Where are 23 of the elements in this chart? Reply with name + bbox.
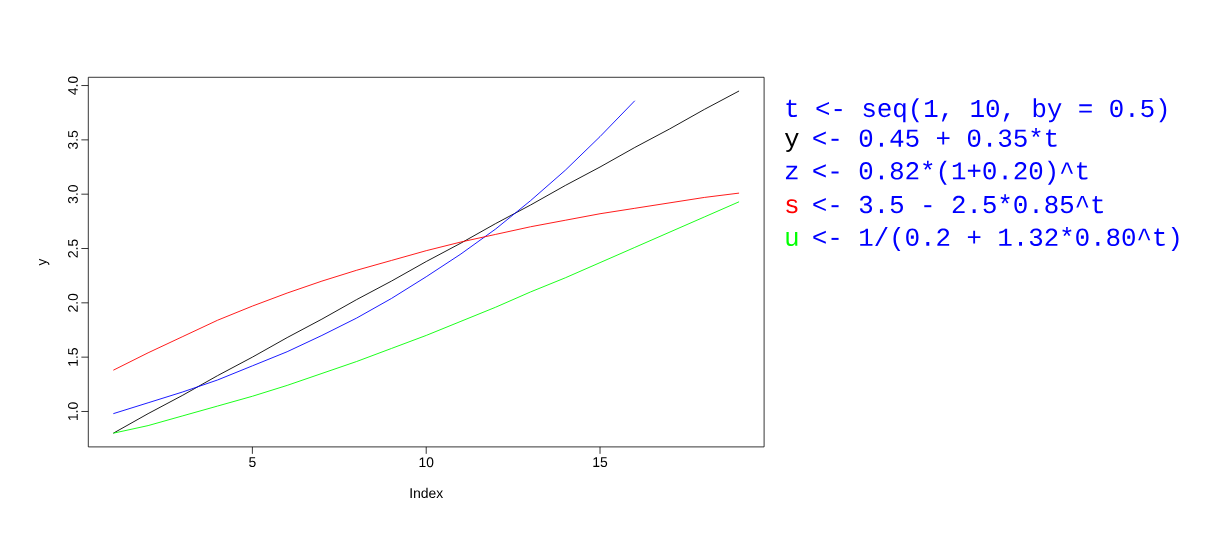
x-tick-label: 15 [593, 457, 608, 468]
text: y [784, 133, 799, 152]
text: <- 1/(0.2 + 1.32*0.80^t) [813, 227, 1179, 252]
text: t <- seq(1, 10, by = 0.5) [786, 98, 1167, 123]
line-series [112, 100, 636, 415]
y-tick-label: 2.0 [68, 293, 78, 312]
text: u [786, 232, 798, 246]
text: <- 0.45 + 0.35*t [813, 127, 1057, 147]
line-series [112, 90, 740, 434]
y-tick-label: 4.0 [68, 76, 78, 95]
text: <- 0.82*(1+0.20)^t [813, 160, 1088, 185]
x-tick-label: 5 [249, 457, 256, 468]
text: <- 3.5 - 2.5*0.85^t [813, 194, 1103, 214]
series-label: s [786, 199, 798, 214]
y-tick-label: 1.0 [68, 402, 78, 421]
x-tick-label: 10 [419, 457, 434, 468]
y-tick-label: 3.0 [68, 185, 78, 204]
y-tick-label: 2.5 [68, 239, 78, 258]
y-tick-label: 1.5 [68, 348, 78, 366]
y-axis-title: y [39, 258, 50, 266]
y-tick-label: 3.5 [68, 130, 78, 149]
x-axis-title: Index [410, 487, 444, 499]
text: z [785, 165, 798, 180]
